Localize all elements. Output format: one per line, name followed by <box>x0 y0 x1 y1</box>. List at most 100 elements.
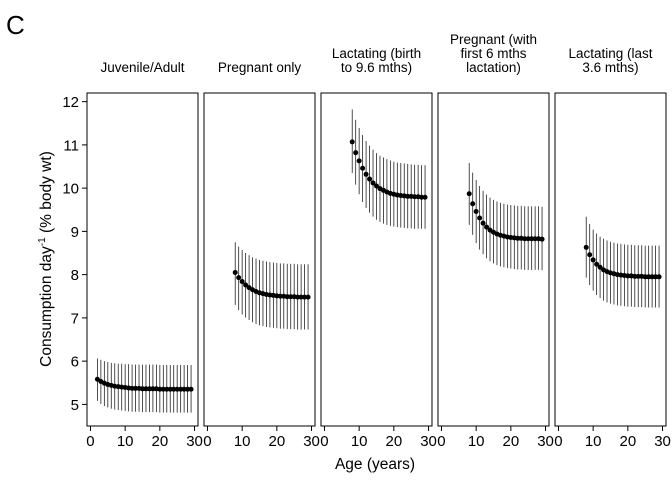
data-point <box>349 139 355 145</box>
x-tick-label: 10 <box>351 433 368 450</box>
data-point <box>653 274 659 280</box>
data-point <box>649 274 655 280</box>
facet-title-line: Lactating (birth <box>332 46 421 61</box>
facet-title-line: to 9.6 mths) <box>341 60 412 75</box>
data-point <box>587 252 593 258</box>
x-tick-label: 20 <box>386 433 403 450</box>
data-point <box>146 386 152 392</box>
data-point <box>635 273 641 279</box>
facet-title-line: Juvenile/Adult <box>100 60 184 75</box>
data-point <box>143 386 149 392</box>
facet-frame <box>554 92 667 427</box>
x-tick-label: 30 <box>654 433 671 450</box>
data-point <box>625 273 631 279</box>
panel-letter: C <box>6 10 25 40</box>
x-tick-label: 30 <box>537 433 554 450</box>
data-point <box>656 274 662 280</box>
data-point <box>178 386 184 392</box>
x-axis-label: Age (years) <box>335 456 415 473</box>
data-point <box>646 274 652 280</box>
data-point <box>150 386 156 392</box>
data-point <box>484 224 490 230</box>
data-point <box>356 158 362 164</box>
data-point <box>363 171 369 177</box>
data-point <box>405 193 411 199</box>
data-point <box>160 386 166 392</box>
data-point <box>298 294 304 300</box>
x-tick-label: 20 <box>269 433 286 450</box>
x-tick-label: 30 <box>420 433 437 450</box>
x-tick-label: 0 <box>86 433 94 450</box>
data-point <box>597 264 603 270</box>
data-point <box>360 165 366 171</box>
data-point <box>157 386 163 392</box>
data-point <box>529 236 535 242</box>
facet-title: Pregnant (with first 6 mths lactation) <box>450 32 537 75</box>
x-tick-label: 10 <box>117 433 134 450</box>
data-point <box>243 282 249 288</box>
y-tick-label: 10 <box>62 181 79 198</box>
data-point <box>422 194 428 200</box>
data-point <box>374 183 379 189</box>
data-point <box>295 294 301 300</box>
data-point <box>284 294 290 300</box>
data-point <box>167 386 173 392</box>
data-point <box>236 275 242 281</box>
facet-panel-3: Lactating (birth to 9.6 mths) 0 10 20 30 <box>320 46 437 450</box>
data-point <box>370 180 376 186</box>
x-tick-label: 0 <box>320 433 328 450</box>
facet-frame <box>320 92 433 427</box>
data-point <box>133 385 139 391</box>
data-point <box>305 294 311 300</box>
data-point <box>583 244 589 250</box>
x-tick-label: 20 <box>620 433 637 450</box>
x-tick-label: 0 <box>554 433 562 450</box>
x-tick-label: 20 <box>152 433 169 450</box>
facet-frame <box>437 92 550 427</box>
data-point <box>539 236 545 242</box>
facet-title: Lactating (birth to 9.6 mths) <box>332 46 421 75</box>
y-tick-label: 7 <box>71 310 79 327</box>
x-tick-label: 10 <box>234 433 251 450</box>
facet-title: Juvenile/Adult <box>100 60 184 75</box>
facet-title-line: first 6 mths <box>460 46 526 61</box>
facet-panel-1: Juvenile/Adult 0 10 20 30 <box>86 60 203 450</box>
data-point <box>477 215 483 221</box>
data-point <box>480 220 486 226</box>
y-tick-label: 9 <box>71 224 79 241</box>
data-point <box>470 201 476 207</box>
data-point <box>140 386 145 392</box>
facet-title: Pregnant only <box>218 60 302 75</box>
x-tick-label: 0 <box>203 433 211 450</box>
data-point <box>419 194 425 200</box>
data-point <box>185 386 191 392</box>
data-point <box>181 386 187 392</box>
y-axis-label: Consumption day-1 (% body wt) <box>37 151 55 367</box>
facet-title-line: lactation) <box>466 60 521 75</box>
data-point <box>239 279 245 285</box>
y-axis-label-main: Consumption day <box>38 246 55 367</box>
facet-title-line: Lactating (last <box>568 46 652 61</box>
facet-panel-2: Pregnant only 0 10 20 30 <box>203 60 320 450</box>
facet-title-line: 3.6 mths) <box>582 60 638 75</box>
y-tick-label: 12 <box>62 94 79 111</box>
facet-frame <box>86 92 199 427</box>
data-point <box>412 194 418 200</box>
data-point <box>188 386 194 392</box>
facet-title-line: Pregnant (with <box>450 32 537 47</box>
x-tick-label: 10 <box>468 433 485 450</box>
facet-frame <box>203 92 316 427</box>
data-point <box>129 385 135 391</box>
data-point <box>288 294 294 300</box>
y-tick-label: 8 <box>71 267 79 284</box>
data-point <box>466 191 472 197</box>
facet-panel-5: Lactating (last 3.6 mths) 0 10 20 30 <box>554 46 671 450</box>
x-tick-label: 0 <box>437 433 445 450</box>
facet-panel-4: Pregnant (with first 6 mths lactation) 0 10 2… <box>437 32 554 450</box>
data-point <box>353 150 359 156</box>
x-tick-label: 20 <box>503 433 520 450</box>
data-point <box>515 235 521 241</box>
